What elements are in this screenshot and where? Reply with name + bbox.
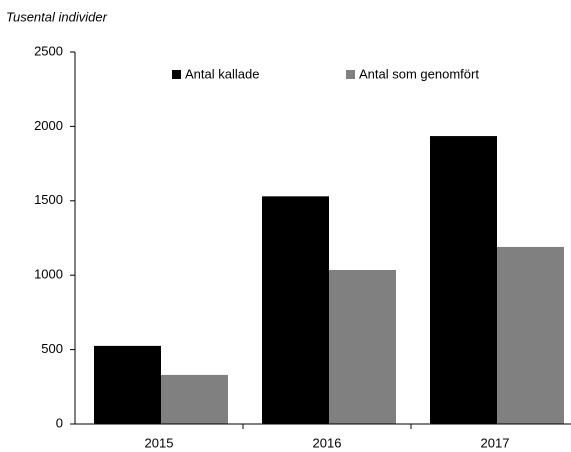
bar — [497, 246, 564, 424]
legend-label: Antal kallade — [185, 66, 259, 81]
legend-swatch — [346, 70, 355, 79]
bar — [94, 345, 161, 424]
x-tick-label: 2017 — [481, 435, 510, 450]
bar — [262, 196, 329, 424]
y-tick-label: 2000 — [34, 118, 63, 133]
y-axis-label: Tusental individer — [6, 9, 108, 24]
y-tick-label: 2500 — [34, 43, 63, 58]
legend-swatch — [172, 70, 181, 79]
bar — [161, 374, 228, 424]
bar — [329, 269, 396, 424]
y-tick-label: 0 — [56, 415, 63, 430]
x-tick-label: 2016 — [313, 435, 342, 450]
x-tick-label: 2015 — [145, 435, 174, 450]
y-tick-label: 500 — [41, 341, 63, 356]
y-tick-label: 1500 — [34, 192, 63, 207]
y-tick-label: 1000 — [34, 267, 63, 282]
bar — [430, 136, 497, 424]
legend-label: Antal som genomfört — [359, 66, 479, 81]
